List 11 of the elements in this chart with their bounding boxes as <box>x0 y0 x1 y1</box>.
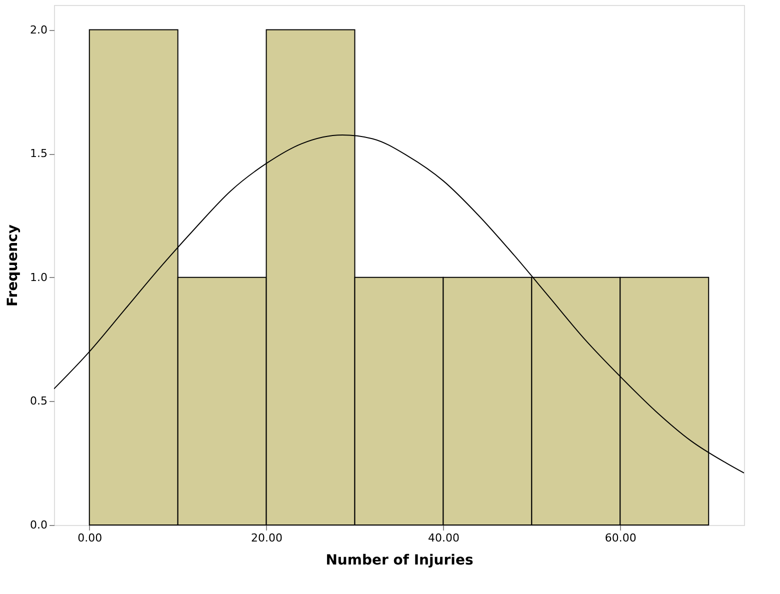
x-tick-label: 0.00 <box>78 532 102 544</box>
y-tick-label: 0.0 <box>30 518 48 532</box>
y-tick-label: 2.0 <box>30 23 48 36</box>
x-tick-label: 40.00 <box>428 532 460 544</box>
y-axis-title: Frequency <box>5 224 22 306</box>
x-tick-label: 60.00 <box>604 532 636 544</box>
y-tick-label: 1.5 <box>30 147 48 160</box>
x-tick-label: 20.00 <box>251 532 283 544</box>
x-axis-title: Number of Injuries <box>326 552 474 568</box>
y-tick-label: 1.0 <box>30 270 48 284</box>
y-tick-label: 0.5 <box>30 394 48 408</box>
